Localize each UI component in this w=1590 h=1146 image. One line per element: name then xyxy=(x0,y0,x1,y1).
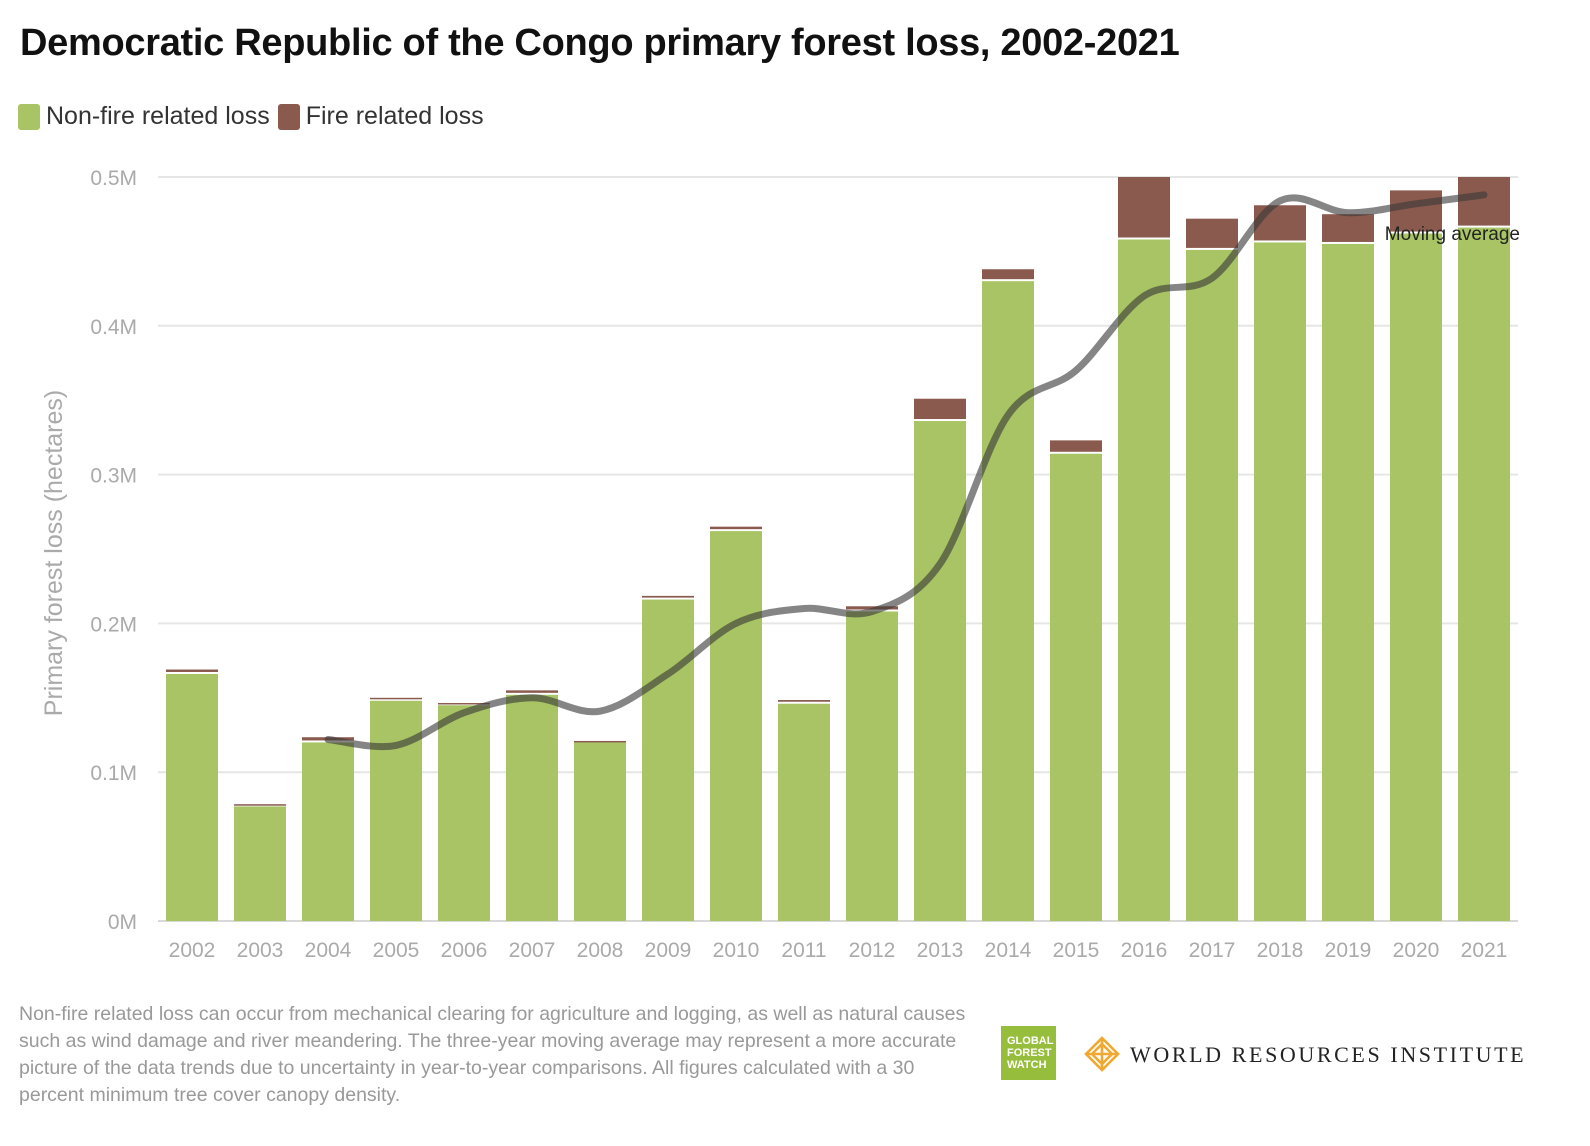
bar-non-fire xyxy=(982,281,1034,921)
global-forest-watch-logo[interactable]: GLOBAL FOREST WATCH xyxy=(1001,1026,1056,1080)
x-tick-label: 2016 xyxy=(1121,939,1168,962)
bar-fire xyxy=(778,700,830,702)
y-axis-label: Primary forest loss (hectares) xyxy=(40,390,68,716)
x-tick-label: 2010 xyxy=(713,939,760,962)
bar-non-fire xyxy=(438,705,490,921)
bar-non-fire xyxy=(234,806,286,921)
gfw-logo-line-3: WATCH xyxy=(1007,1059,1047,1071)
bar-fire xyxy=(1390,190,1442,232)
bar-non-fire xyxy=(506,694,558,921)
bar-non-fire xyxy=(1458,227,1510,922)
bar-non-fire xyxy=(778,703,830,921)
bar-fire xyxy=(642,595,694,598)
x-tick-label: 2017 xyxy=(1189,939,1236,962)
x-tick-label: 2008 xyxy=(577,939,624,962)
x-tick-label: 2013 xyxy=(917,939,964,962)
y-tick-label: 0.4M xyxy=(90,316,137,339)
bar-fire xyxy=(234,804,286,806)
y-tick-label: 0.1M xyxy=(90,762,137,785)
bar-non-fire xyxy=(1118,239,1170,922)
chart-title: Democratic Republic of the Congo primary… xyxy=(20,22,1180,64)
x-tick-label: 2009 xyxy=(645,939,692,962)
y-tick-label: 0.5M xyxy=(90,167,137,190)
wri-logo-icon xyxy=(1084,1036,1120,1072)
x-tick-label: 2020 xyxy=(1393,939,1440,962)
legend-swatch-non-fire xyxy=(18,103,40,130)
bar-non-fire xyxy=(846,611,898,921)
gfw-logo-line-2: FOREST xyxy=(1007,1047,1052,1059)
bar-fire xyxy=(506,690,558,693)
x-tick-label: 2011 xyxy=(781,939,826,962)
bar-fire xyxy=(1254,205,1306,241)
x-tick-label: 2015 xyxy=(1053,939,1100,962)
bar-non-fire xyxy=(370,700,422,921)
gfw-logo-line-1: GLOBAL xyxy=(1007,1035,1054,1047)
bar-non-fire xyxy=(166,673,218,921)
moving-average-label: Moving average xyxy=(1385,224,1520,245)
bar-fire xyxy=(1186,218,1238,248)
bar-non-fire xyxy=(642,599,694,921)
footnote: Non-fire related loss can occur from mec… xyxy=(19,1003,966,1106)
x-tick-label: 2019 xyxy=(1325,939,1372,962)
bar-fire xyxy=(1050,440,1102,452)
x-tick-label: 2005 xyxy=(373,939,420,962)
bar-fire xyxy=(982,269,1034,280)
bar-non-fire xyxy=(574,742,626,921)
y-tick-label: 0M xyxy=(108,911,137,934)
x-tick-label: 2003 xyxy=(237,939,284,962)
bar-non-fire xyxy=(1390,233,1442,921)
legend-label-fire: Fire related loss xyxy=(305,102,484,130)
x-tick-label: 2004 xyxy=(305,939,352,962)
x-tick-label: 2007 xyxy=(509,939,556,962)
bar-fire xyxy=(574,740,626,743)
y-tick-label: 0.3M xyxy=(90,465,137,488)
legend: Non-fire related loss Fire related loss xyxy=(18,102,492,131)
wri-logo-text[interactable]: WORLD RESOURCES INSTITUTE xyxy=(1130,1042,1527,1067)
bar-non-fire xyxy=(1322,243,1374,921)
bar-non-fire xyxy=(914,421,966,921)
legend-item-fire[interactable]: Fire related loss xyxy=(277,102,484,131)
bar-non-fire xyxy=(302,742,354,921)
x-tick-label: 2002 xyxy=(169,939,216,962)
bar-fire xyxy=(370,697,422,700)
bar-non-fire xyxy=(1186,249,1238,922)
x-tick-label: 2012 xyxy=(849,939,896,962)
bar-fire xyxy=(1458,177,1510,226)
bar-fire xyxy=(166,669,218,672)
x-tick-label: 2014 xyxy=(985,939,1032,962)
x-tick-label: 2006 xyxy=(441,939,488,962)
bar-fire xyxy=(914,398,966,420)
legend-swatch-fire xyxy=(277,103,300,130)
bar-non-fire xyxy=(1254,242,1306,922)
bar-fire xyxy=(438,703,490,705)
x-tick-label: 2021 xyxy=(1461,939,1508,962)
bar-fire xyxy=(1118,177,1170,238)
x-tick-label: 2018 xyxy=(1257,939,1304,962)
bar-fire xyxy=(1322,214,1374,242)
bar-non-fire xyxy=(1050,453,1102,921)
legend-item-non-fire[interactable]: Non-fire related loss xyxy=(18,102,270,131)
bar-chart: 0M 0.1M 0.2M 0.3M 0.4M 0.5M Primary forest los… xyxy=(40,167,1520,962)
legend-label-non-fire: Non-fire related loss xyxy=(46,102,270,130)
y-tick-label: 0.2M xyxy=(90,613,137,636)
bar-fire xyxy=(710,526,762,530)
bar-non-fire xyxy=(710,531,762,921)
moving-average-line xyxy=(324,191,1488,751)
